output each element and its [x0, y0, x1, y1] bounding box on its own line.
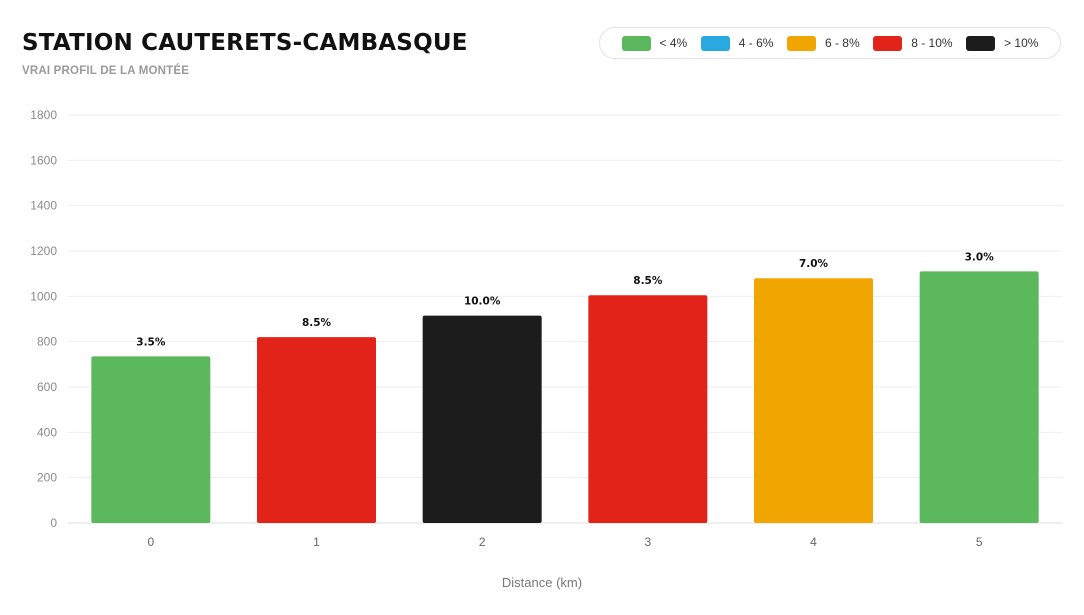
- bar-km-3[interactable]: [588, 295, 708, 523]
- x-axis-ticks: 0 1 2 3 4 5: [147, 535, 982, 549]
- bar-km-5[interactable]: [919, 271, 1039, 523]
- legend-swatch-4-6: [700, 35, 730, 51]
- gridlines: [68, 114, 1062, 524]
- legend-label-lt4: < 4%: [659, 36, 688, 50]
- data-label: 3.0%: [965, 251, 995, 263]
- legend-label-6-8: 6 - 8%: [824, 36, 860, 50]
- legend-item-lt4[interactable]: < 4%: [621, 35, 688, 51]
- legend-item-8-10[interactable]: 8 - 10%: [873, 35, 953, 51]
- y-axis-ticks: 0 200 400 600 800 1000 1200 1400 1600 1800: [30, 108, 57, 530]
- y-tick-label: 1000: [30, 289, 57, 303]
- legend-swatch-lt4: [621, 35, 651, 51]
- data-labels: 3.5% 8.5% 10.0% 8.5% 7.0% 3.0%: [136, 251, 994, 348]
- y-tick-label: 600: [37, 380, 57, 394]
- legend-swatch-6-8: [786, 35, 816, 51]
- x-tick-label: 3: [644, 535, 651, 549]
- y-tick-label: 800: [37, 335, 57, 349]
- y-tick-label: 200: [37, 471, 57, 485]
- data-label: 7.0%: [799, 258, 829, 270]
- x-tick-label: 5: [976, 535, 983, 549]
- legend-item-6-8[interactable]: 6 - 8%: [786, 35, 860, 51]
- y-tick-label: 1600: [30, 153, 57, 167]
- bar-km-2[interactable]: [422, 315, 542, 523]
- x-tick-label: 0: [147, 535, 154, 549]
- y-tick-label: 1800: [30, 108, 57, 122]
- legend-label-8-10: 8 - 10%: [911, 36, 953, 50]
- legend-label-gt10: > 10%: [1004, 36, 1039, 50]
- x-axis-label: Distance (km): [502, 575, 582, 590]
- data-label: 10.0%: [464, 296, 501, 308]
- legend-label-4-6: 4 - 6%: [738, 36, 774, 50]
- x-tick-label: 4: [810, 535, 817, 549]
- x-tick-label: 1: [313, 535, 320, 549]
- data-label: 8.5%: [633, 275, 663, 287]
- y-tick-label: 1200: [30, 244, 57, 258]
- x-tick-label: 2: [479, 535, 486, 549]
- bars: [91, 271, 1039, 523]
- bar-km-0[interactable]: [91, 356, 211, 523]
- legend: < 4% 4 - 6% 6 - 8% 8 - 10% > 10%: [599, 27, 1061, 59]
- chart-subtitle: VRAI PROFIL DE LA MONTÉE: [22, 65, 190, 77]
- legend-swatch-8-10: [873, 35, 903, 51]
- y-tick-label: 1400: [30, 199, 57, 213]
- y-tick-label: 0: [50, 516, 57, 530]
- y-tick-label: 400: [37, 425, 57, 439]
- legend-swatch-gt10: [966, 35, 996, 51]
- data-label: 8.5%: [302, 317, 332, 329]
- legend-item-4-6[interactable]: 4 - 6%: [700, 35, 774, 51]
- legend-item-gt10[interactable]: > 10%: [966, 35, 1039, 51]
- data-label: 3.5%: [136, 336, 166, 348]
- bar-km-1[interactable]: [257, 337, 376, 523]
- bar-km-4[interactable]: [754, 278, 873, 523]
- chart-title: STATION CAUTERETS-CAMBASQUE: [22, 30, 468, 56]
